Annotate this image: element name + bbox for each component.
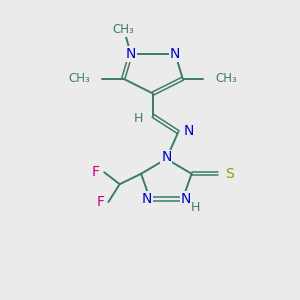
Text: H: H <box>190 202 200 214</box>
Text: N: N <box>161 150 172 164</box>
Text: CH₃: CH₃ <box>215 72 237 85</box>
Text: N: N <box>170 47 181 61</box>
Text: CH₃: CH₃ <box>112 23 134 36</box>
Text: N: N <box>142 192 152 206</box>
Text: N: N <box>125 47 136 61</box>
Text: N: N <box>184 124 194 138</box>
Text: H: H <box>134 112 143 125</box>
Text: S: S <box>225 167 234 181</box>
Text: CH₃: CH₃ <box>69 72 91 85</box>
Text: F: F <box>92 165 100 179</box>
Text: N: N <box>181 192 191 206</box>
Text: F: F <box>97 195 105 209</box>
